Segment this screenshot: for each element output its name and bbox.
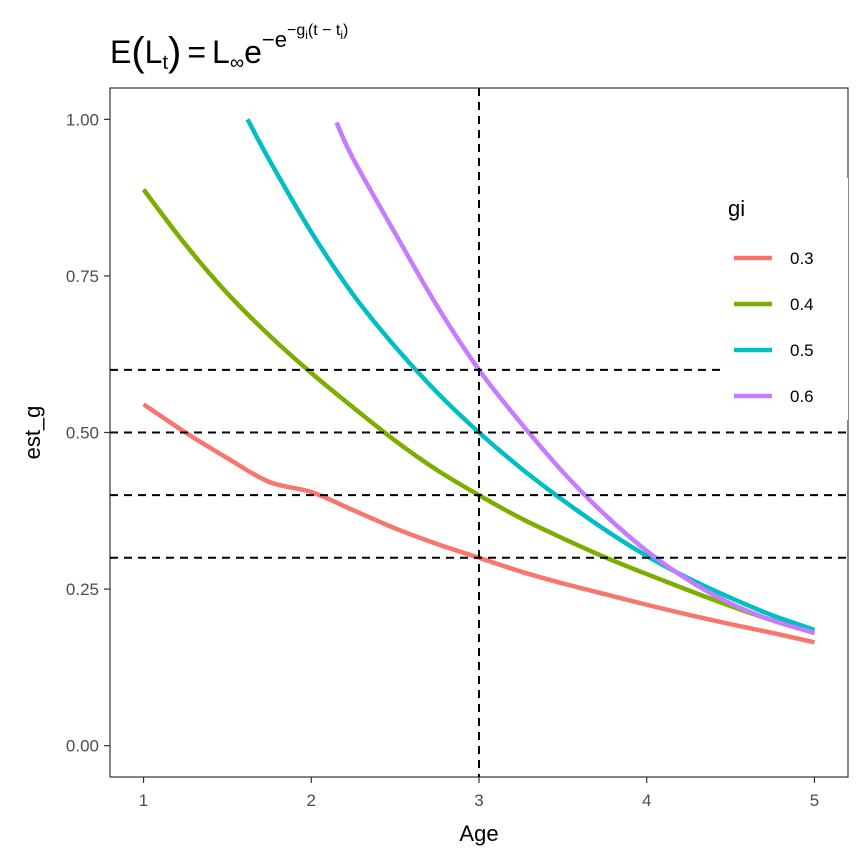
- y-tick-label-0.50: 0.50: [66, 424, 99, 443]
- legend-label-0.5: 0.5: [790, 341, 814, 360]
- title-L-inf: L: [212, 34, 230, 70]
- title-e: e: [244, 34, 262, 70]
- title-exp2-tail: (t − t: [308, 22, 341, 39]
- y-tick-label-1.00: 1.00: [66, 110, 99, 129]
- legend-background: [720, 178, 848, 420]
- title-E: E: [110, 34, 131, 70]
- x-tick-label-1: 1: [139, 791, 148, 810]
- legend-label-0.6: 0.6: [790, 387, 814, 406]
- title-L: L: [145, 34, 163, 70]
- series-line-0.5: [245, 118, 816, 632]
- x-tick-label-5: 5: [810, 791, 819, 810]
- legend-label-0.4: 0.4: [790, 295, 814, 314]
- title-t-sub: t: [162, 52, 168, 74]
- x-tick-label-2: 2: [307, 791, 316, 810]
- title-exp2-sub: i: [305, 28, 308, 42]
- title-paren-close: ): [168, 30, 181, 74]
- title-equals: =: [187, 34, 206, 70]
- y-tick-label-0.75: 0.75: [66, 267, 99, 286]
- legend-label-0.3: 0.3: [790, 249, 814, 268]
- x-axis-title: Age: [459, 821, 498, 846]
- title-tail-sub: i: [340, 28, 343, 42]
- title-paren-open: (: [131, 30, 145, 74]
- x-tick-label-3: 3: [474, 791, 483, 810]
- series-line-0.6: [334, 121, 816, 636]
- plot-layer: gi 0.3 0.4 0.5 0.6 1 2 3 4 5 0.00 0.25 0.50 0.75 1.00 A…: [20, 87, 849, 846]
- title-inf-sub: ∞: [230, 52, 244, 74]
- y-axis-title: est_g: [20, 406, 45, 460]
- y-tick-label-0.25: 0.25: [66, 580, 99, 599]
- legend-title: gi: [728, 196, 745, 221]
- title-exponent: −e: [262, 27, 287, 52]
- title-exp2: −g: [287, 22, 305, 39]
- chart-title: E(Lt) = L∞e−e−gi(t − ti): [110, 22, 348, 74]
- y-tick-label-0.00: 0.00: [66, 737, 99, 756]
- title-tail-close: ): [343, 22, 348, 39]
- x-tick-label-4: 4: [642, 791, 651, 810]
